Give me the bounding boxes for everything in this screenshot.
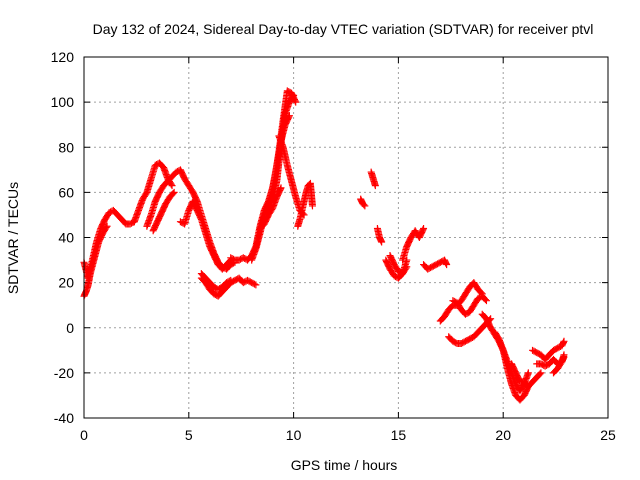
series-arc27: [491, 328, 532, 404]
series-arc3: [130, 159, 176, 226]
data-point: [536, 370, 544, 378]
series-arc25: [449, 292, 490, 318]
data-point: [277, 184, 285, 192]
series-arc31: [550, 351, 568, 377]
data-point: [482, 297, 490, 305]
data-point: [169, 190, 177, 198]
series-arc28: [508, 360, 545, 390]
series-arc15: [275, 132, 308, 219]
series-arc22: [420, 256, 451, 273]
data-points: [80, 87, 568, 404]
series-arc2: [80, 222, 111, 300]
x-tick-label: 20: [495, 427, 511, 443]
data-point: [167, 180, 175, 188]
data-point: [103, 222, 111, 230]
data-point: [481, 296, 489, 304]
data-point: [360, 201, 368, 209]
y-tick-label: 0: [66, 320, 74, 336]
x-tick-label: 15: [391, 427, 407, 443]
data-point: [102, 224, 110, 232]
data-point: [560, 351, 568, 359]
y-tick-label: 40: [58, 230, 74, 246]
series-arc13: [256, 184, 285, 232]
x-tick-label: 5: [185, 427, 193, 443]
x-tick-label: 0: [80, 427, 88, 443]
series-arc21: [399, 224, 428, 264]
data-point: [168, 182, 176, 190]
data-point: [537, 369, 545, 377]
data-point: [403, 263, 411, 271]
series-arc20: [386, 252, 411, 278]
y-tick-label: 20: [58, 275, 74, 291]
data-point: [371, 182, 379, 190]
series-arc18: [367, 168, 386, 246]
y-tick-label: 60: [58, 184, 74, 200]
chart-title: Day 132 of 2024, Sidereal Day-to-day VTE…: [93, 21, 594, 37]
series-arc7: [189, 188, 239, 273]
series-arc5: [149, 188, 178, 235]
data-point: [250, 280, 258, 288]
data-point: [308, 202, 316, 210]
data-point: [524, 369, 532, 377]
series-arc6: [176, 197, 235, 273]
data-point: [252, 281, 260, 289]
x-axis-label: GPS time / hours: [291, 457, 398, 473]
y-tick-label: -40: [54, 410, 74, 426]
tick-labels: 0 5 10 15 20 25 -40 -20 0 20 40 60 80 100 120: [51, 49, 616, 443]
data-point: [361, 202, 369, 210]
y-tick-label: 120: [51, 49, 75, 65]
grid-lines: [83, 56, 609, 419]
data-point: [443, 261, 451, 269]
y-tick-label: -20: [54, 365, 74, 381]
data-point: [560, 337, 568, 345]
series-arc17: [357, 195, 369, 210]
y-axis-label: SDTVAR / TECUs: [5, 182, 21, 294]
x-tick-label: 25: [600, 427, 616, 443]
data-point: [170, 188, 178, 196]
series-arc24: [445, 315, 495, 348]
data-point: [402, 264, 410, 272]
series-arc29: [529, 337, 568, 363]
y-tick-label: 100: [51, 94, 75, 110]
data-point: [378, 238, 386, 246]
plot-frame: [83, 56, 609, 419]
series-arc4: [143, 166, 197, 230]
series-arc10: [223, 274, 260, 291]
data-point: [420, 224, 428, 232]
data-point: [292, 98, 300, 106]
y-tick-label: 80: [58, 139, 74, 155]
x-tick-label: 10: [286, 427, 302, 443]
series-arc16: [294, 179, 316, 230]
